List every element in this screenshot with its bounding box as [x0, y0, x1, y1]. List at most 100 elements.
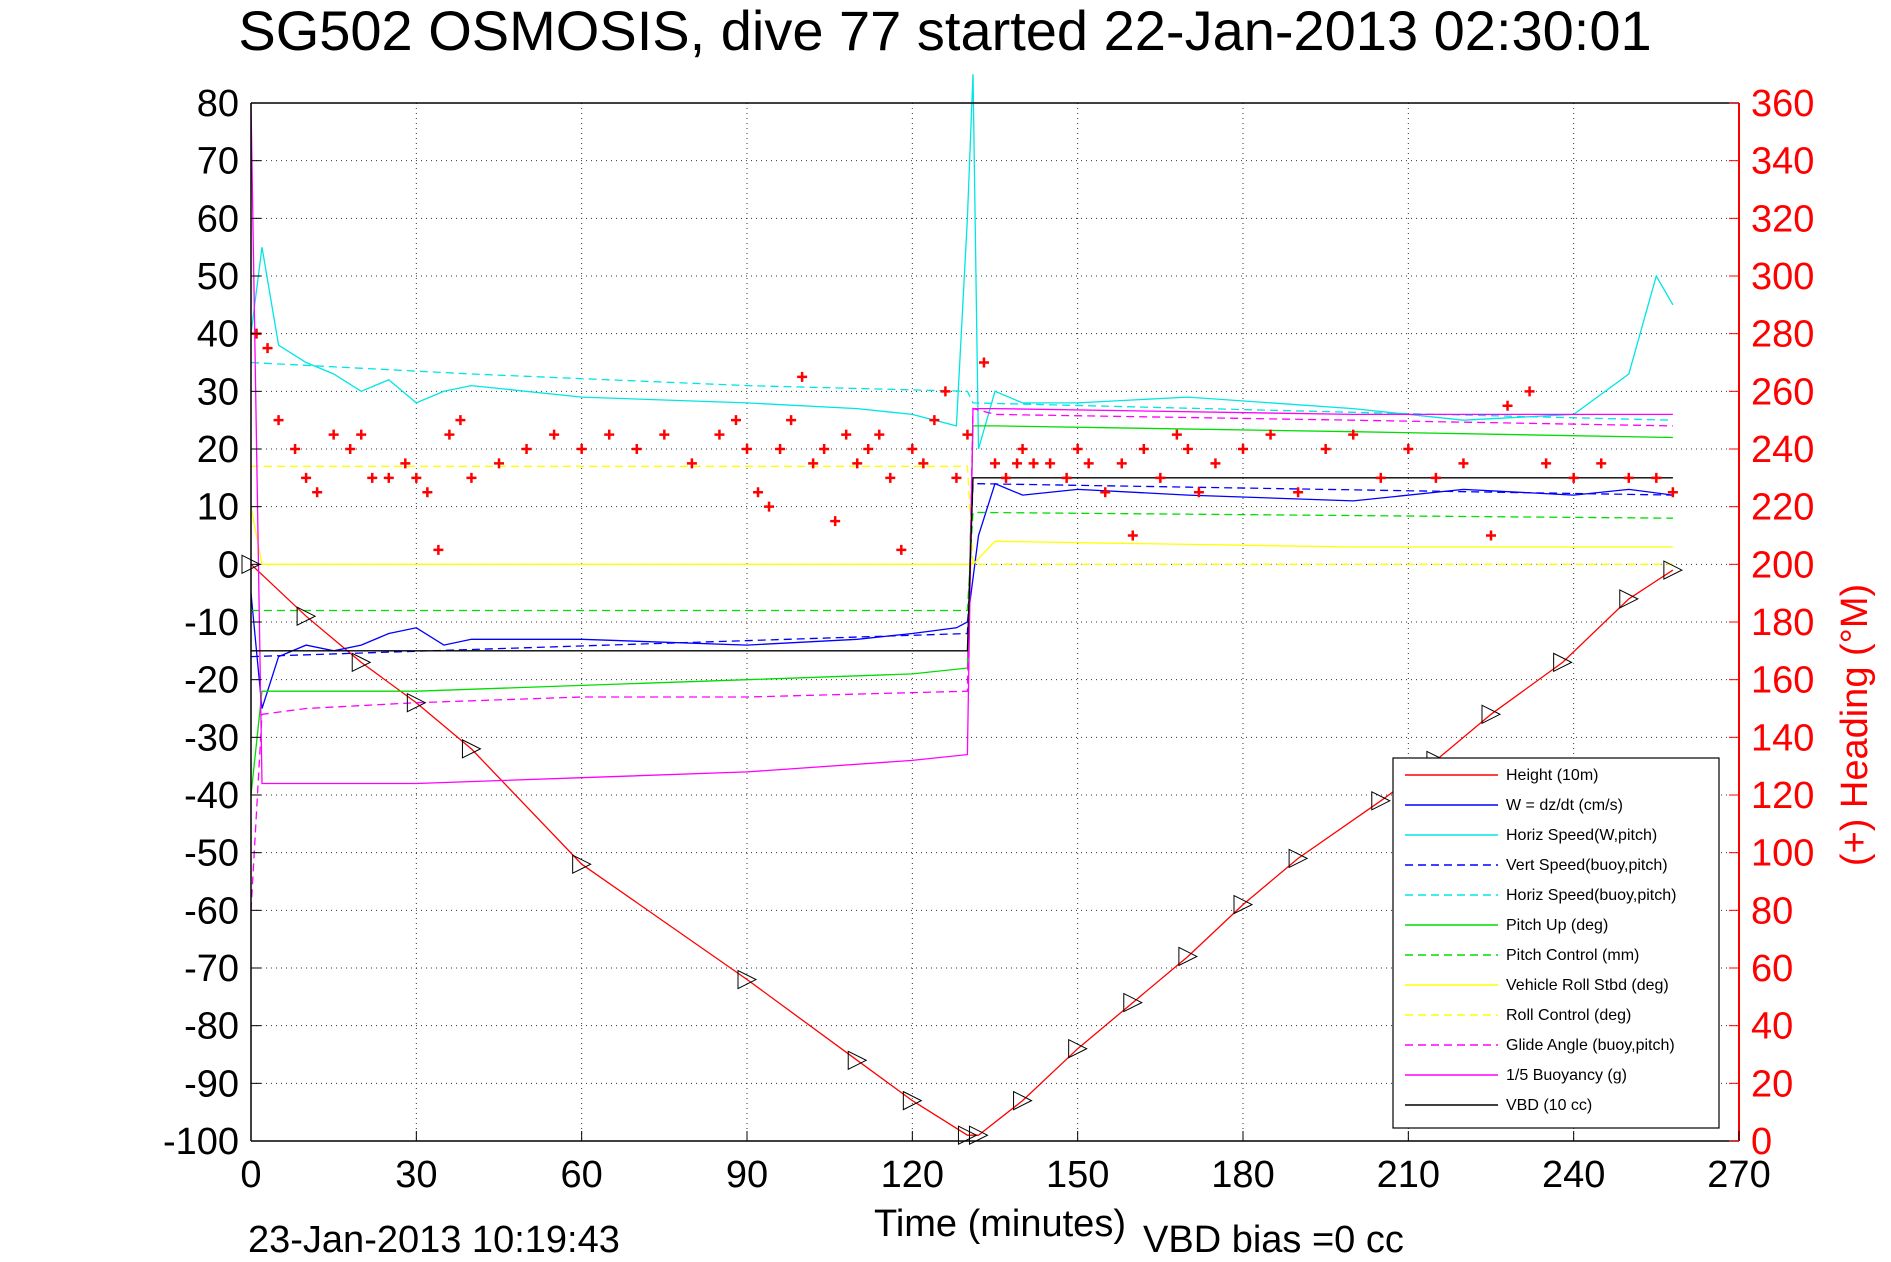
legend-label: Pitch Up (deg) [1506, 917, 1608, 934]
depth-marker [572, 854, 592, 875]
heading-point [1596, 458, 1607, 469]
y-tick-label: 10 [197, 487, 239, 529]
y-right-tick-label: 140 [1751, 717, 1814, 759]
x-axis-label: Time (minutes) [874, 1203, 1126, 1245]
heading-point [301, 472, 312, 483]
heading-point [455, 415, 466, 426]
depth-marker [1178, 946, 1199, 967]
x-tick-label: 30 [395, 1154, 437, 1196]
depth-marker [461, 739, 482, 759]
series-line-0 [250, 563, 1674, 1136]
y-right-tick-label: 360 [1751, 83, 1814, 125]
heading-point [1061, 472, 1072, 483]
heading-point [730, 415, 741, 426]
x-tick-label: 270 [1707, 1154, 1770, 1196]
depth-marker [1233, 894, 1254, 915]
depth-marker [957, 1125, 978, 1146]
heading-point [830, 516, 841, 527]
y-right-tick-label: 40 [1751, 1006, 1793, 1048]
heading-point [383, 472, 394, 483]
x-tick-label: 210 [1377, 1154, 1440, 1196]
series-heading-markers [251, 328, 1678, 555]
heading-point [273, 415, 284, 426]
heading-point [290, 444, 301, 454]
x-tick-label: 180 [1211, 1154, 1274, 1196]
heading-point [1293, 487, 1304, 498]
heading-point [433, 544, 444, 555]
heading-point [1524, 386, 1535, 397]
tick-labels: 0 30 60 90 120 150 180 210 240 270 80 70 60 50 40 30 20 1… [163, 83, 1814, 1196]
series-line-5 [250, 425, 1673, 796]
legend-label: Vehicle Roll Stbd (deg) [1506, 977, 1669, 994]
heading-point [262, 343, 273, 354]
legend-label: 1/5 Buoyancy (g) [1506, 1067, 1627, 1084]
heading-point [896, 544, 907, 555]
depth-marker [1553, 652, 1573, 673]
heading-point [1403, 444, 1414, 454]
depth-marker [1013, 1090, 1033, 1111]
y-tick-label: -30 [184, 717, 239, 759]
y-right-tick-label: 0 [1751, 1121, 1772, 1163]
y-tick-label: 80 [197, 83, 239, 125]
y-right-tick-label: 120 [1751, 775, 1814, 817]
x-tick-label: 120 [881, 1154, 944, 1196]
x-tick-label: 150 [1046, 1154, 1109, 1196]
legend-box [1392, 757, 1720, 1129]
axes [250, 102, 1740, 1142]
heading-point [808, 458, 819, 469]
heading-point [885, 472, 896, 483]
x-tick-label: 240 [1542, 1154, 1605, 1196]
heading-point [400, 458, 411, 469]
heading-point [604, 429, 615, 440]
y-right-tick-label: 100 [1751, 833, 1814, 875]
y-tick-label: -100 [163, 1121, 239, 1163]
heading-point [1265, 429, 1276, 440]
y-right-tick-label: 220 [1751, 487, 1814, 529]
heading-point [1623, 472, 1634, 483]
y-tick-label: 50 [197, 256, 239, 298]
heading-point [411, 472, 422, 483]
heading-point [1568, 472, 1579, 483]
series-line-1 [250, 482, 1673, 709]
heading-point [494, 458, 504, 469]
legend-label: Vert Speed(buoy,pitch) [1506, 857, 1668, 874]
heading-point [466, 472, 477, 483]
y-tick-label: -40 [184, 775, 239, 817]
heading-point [929, 415, 940, 426]
heading-point [940, 386, 951, 397]
series-line-9 [250, 407, 1673, 911]
y-tick-label: -10 [184, 602, 239, 644]
y-tick-label: 70 [197, 141, 239, 183]
heading-point [1138, 444, 1149, 454]
heading-point [978, 357, 989, 368]
heading-point [444, 429, 455, 440]
x-tick-label: 0 [240, 1154, 261, 1196]
heading-point [1116, 458, 1127, 469]
y-tick-label: -50 [184, 833, 239, 875]
depth-marker [1371, 790, 1391, 811]
heading-point [1028, 458, 1039, 469]
y-tick-label: -80 [184, 1006, 239, 1048]
x-tick-label: 90 [726, 1154, 768, 1196]
heading-point [367, 472, 378, 483]
depth-marker [968, 1125, 989, 1146]
heading-point [1320, 444, 1331, 454]
heading-point [1210, 458, 1221, 469]
heading-point [775, 444, 786, 454]
y-axis-right-label: (+) Heading (°M) [1834, 584, 1876, 866]
heading-point [1458, 458, 1469, 469]
legend-label: Roll Control (deg) [1506, 1007, 1631, 1024]
y-tick-label: 0 [218, 544, 239, 586]
series-line-4 [250, 361, 1673, 421]
heading-point [345, 444, 356, 454]
heading-point [907, 444, 918, 454]
y-right-tick-label: 80 [1751, 890, 1793, 932]
series-line-11 [251, 477, 1673, 652]
depth-marker [737, 969, 758, 990]
legend-label: Horiz Speed(buoy,pitch) [1506, 887, 1676, 904]
heading-point [1083, 458, 1094, 469]
y-right-tick-label: 20 [1751, 1063, 1793, 1105]
heading-point [1502, 400, 1513, 411]
heading-point [1193, 487, 1204, 498]
heading-point [1182, 444, 1193, 454]
